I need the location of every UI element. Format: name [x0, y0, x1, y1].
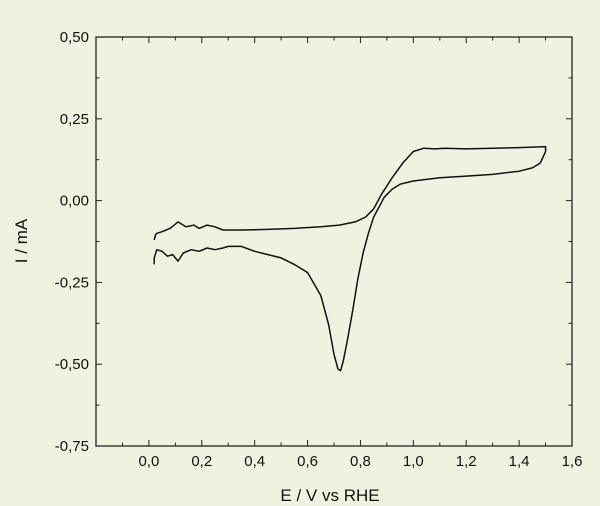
- x-tick-label: 0,4: [244, 453, 265, 470]
- y-tick-label: 0,00: [60, 193, 89, 210]
- plot-frame: [95, 36, 573, 447]
- series-line: [153, 145, 547, 372]
- x-axis-title: E / V vs RHE: [280, 486, 379, 505]
- y-tick-label: -0,25: [55, 274, 89, 291]
- x-tick-label: 0,0: [138, 453, 159, 470]
- x-tick-labels: 0,0 0,2 0,4 0,6 0,8 1,0 1,2 1,4 1,6: [138, 453, 582, 470]
- series-lines: [153, 145, 547, 372]
- y-tick-label: -0,50: [55, 356, 89, 373]
- y-axis-title: I / mA: [12, 218, 31, 263]
- axis-ticks: [95, 36, 573, 447]
- y-tick-labels: 0,50 0,25 0,00 -0,25 -0,50 -0,75: [55, 29, 89, 455]
- x-tick-label: 0,2: [191, 453, 212, 470]
- x-tick-label: 1,0: [403, 453, 424, 470]
- x-tick-label: 1,2: [456, 453, 477, 470]
- x-tick-label: 0,6: [297, 453, 318, 470]
- y-tick-label: 0,50: [60, 29, 89, 46]
- y-tick-label: 0,25: [60, 111, 89, 128]
- x-tick-label: 1,4: [509, 453, 530, 470]
- y-tick-label: -0,75: [55, 438, 89, 455]
- x-tick-label: 0,8: [350, 453, 371, 470]
- x-tick-label: 1,6: [562, 453, 583, 470]
